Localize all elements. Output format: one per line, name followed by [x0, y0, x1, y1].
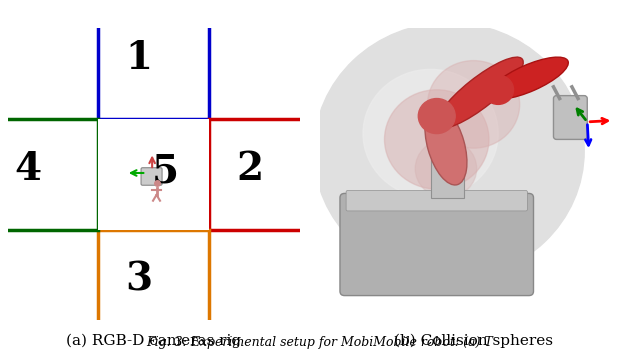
Text: 5: 5: [152, 152, 179, 190]
Circle shape: [385, 90, 489, 189]
Text: 2: 2: [236, 150, 264, 188]
Circle shape: [363, 69, 498, 198]
Circle shape: [428, 61, 520, 148]
FancyBboxPatch shape: [340, 193, 534, 295]
FancyBboxPatch shape: [554, 96, 588, 140]
Text: (b) Collision spheres: (b) Collision spheres: [394, 334, 553, 348]
Text: 4: 4: [15, 150, 42, 188]
Text: Fig. 3: Experimental setup for MobiMobile robot: (a) T: Fig. 3: Experimental setup for MobiMobil…: [147, 336, 493, 349]
Bar: [209, 119, 320, 230]
Bar: [98, 119, 209, 230]
FancyBboxPatch shape: [346, 190, 527, 211]
Text: 3: 3: [125, 261, 152, 299]
Ellipse shape: [425, 105, 467, 185]
Text: (a) RGB-D cameras rig: (a) RGB-D cameras rig: [66, 334, 241, 348]
Circle shape: [415, 140, 477, 198]
Ellipse shape: [490, 57, 568, 99]
Circle shape: [483, 75, 513, 104]
Circle shape: [314, 23, 584, 279]
Ellipse shape: [436, 57, 524, 128]
Bar: [431, 157, 465, 198]
Text: 1: 1: [125, 39, 152, 77]
Bar: [0, 119, 98, 230]
Bar: [98, 230, 209, 341]
Circle shape: [419, 99, 455, 134]
Bar: [98, 8, 209, 119]
FancyBboxPatch shape: [141, 168, 162, 185]
